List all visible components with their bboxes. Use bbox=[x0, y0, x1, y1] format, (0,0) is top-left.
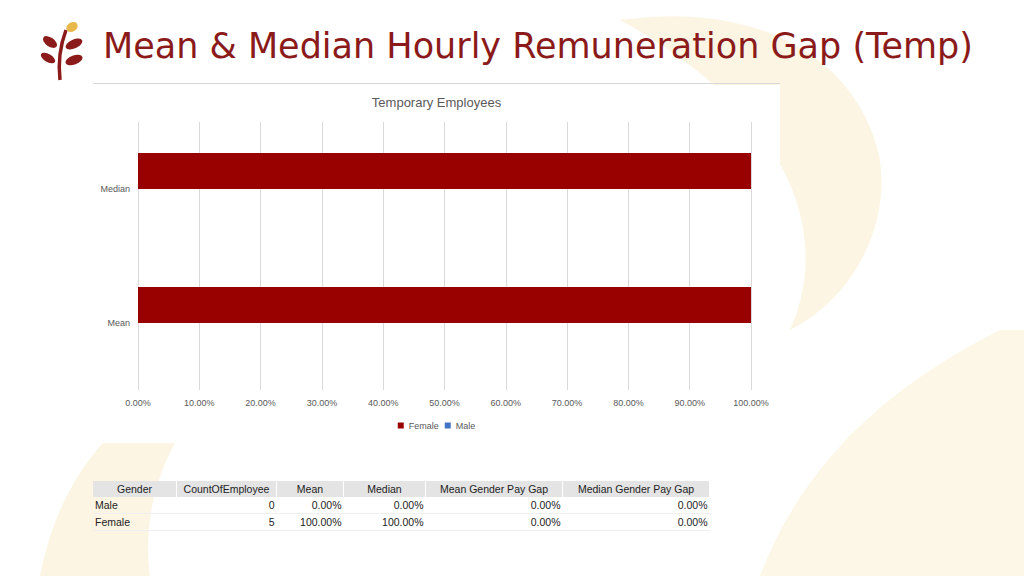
svg-text:10.00%: 10.00% bbox=[184, 398, 215, 408]
html-text:Gender: Gender bbox=[117, 483, 152, 495]
html-text:CountOfEmployee: CountOfEmployee bbox=[183, 483, 270, 495]
svg-text:30.00%: 30.00% bbox=[307, 398, 338, 408]
html-text:Mean: Mean bbox=[296, 483, 324, 495]
html-text:Female: Female bbox=[95, 516, 130, 528]
html-text:0.00%: 0.00% bbox=[311, 499, 342, 511]
svg-text:Temporary Employees: Temporary Employees bbox=[372, 95, 502, 110]
html-text:5: 5 bbox=[268, 516, 275, 528]
html-text:100.00%: 100.00% bbox=[382, 516, 424, 528]
html-text:0.00%: 0.00% bbox=[677, 499, 708, 511]
svg-text:40.00%: 40.00% bbox=[368, 398, 399, 408]
svg-text:70.00%: 70.00% bbox=[552, 398, 583, 408]
html-text:0.00%: 0.00% bbox=[677, 516, 708, 528]
svg-text:Male: Male bbox=[456, 421, 476, 431]
svg-text:Female: Female bbox=[409, 421, 439, 431]
html-text:Mean Gender Pay Gap: Mean Gender Pay Gap bbox=[440, 483, 548, 495]
svg-text:100.00%: 100.00% bbox=[733, 398, 769, 408]
html-text:100.00%: 100.00% bbox=[300, 516, 342, 528]
svg-text:20.00%: 20.00% bbox=[245, 398, 276, 408]
html-text:0.00%: 0.00% bbox=[530, 499, 561, 511]
svg-text:Mean: Mean bbox=[107, 318, 130, 328]
svg-text:90.00%: 90.00% bbox=[674, 398, 705, 408]
html-text:Median: Median bbox=[367, 483, 402, 495]
html-text:Male: Male bbox=[95, 499, 118, 511]
html-text:0.00%: 0.00% bbox=[530, 516, 561, 528]
svg-text:0.00%: 0.00% bbox=[125, 398, 151, 408]
svg-text:50.00%: 50.00% bbox=[429, 398, 460, 408]
svg-text:60.00%: 60.00% bbox=[491, 398, 522, 408]
html-text:Median Gender Pay Gap: Median Gender Pay Gap bbox=[577, 483, 695, 495]
html-text:Mean & Median Hourly Remunerat: Mean & Median Hourly Remuneration Gap (T… bbox=[103, 26, 973, 66]
html-text:0: 0 bbox=[268, 499, 275, 511]
svg-text:80.00%: 80.00% bbox=[613, 398, 644, 408]
svg-text:Median: Median bbox=[100, 184, 130, 194]
html-text:0.00%: 0.00% bbox=[393, 499, 424, 511]
